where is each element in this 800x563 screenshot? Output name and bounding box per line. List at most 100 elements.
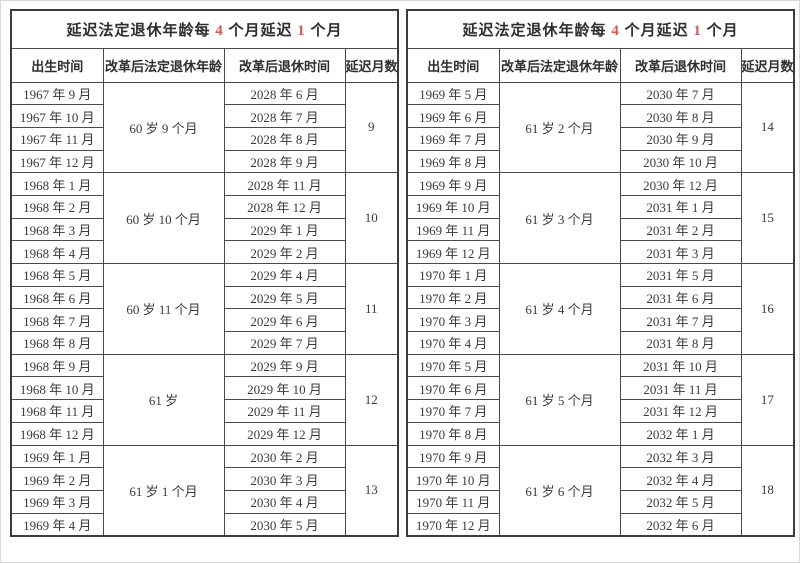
delay-months-cell: 15 — [740, 172, 795, 264]
retirement-month-cell: 2029 年 4 月 — [223, 263, 346, 287]
birth-month-cell: 1968 年 3 月 — [10, 217, 104, 242]
birth-month-cell: 1967 年 12 月 — [10, 149, 104, 174]
title-number-1: 1 — [297, 22, 306, 39]
table-row: 1969 年 4 月 2030 年 5 月 — [10, 512, 398, 537]
retirement-month-cell: 2028 年 8 月 — [223, 126, 346, 151]
table-row: 1969 年 8 月 2030 年 10 月 — [406, 149, 794, 174]
retirement-table-left: 延迟法定退休年龄每 4 个月延迟 1 个月 出生时间 改革后法定退休年龄 改革后… — [10, 9, 400, 537]
table-row: 1970 年 12 月 2032 年 6 月 — [406, 512, 794, 537]
birth-month-cell: 1968 年 2 月 — [10, 194, 104, 219]
col-header-birth-time: 出生时间 — [406, 47, 500, 83]
birth-month-cell: 1969 年 10 月 — [406, 194, 500, 219]
table-row: 1969 年 1 月 61 岁 1 个月 2030 年 2 月 13 — [10, 444, 399, 537]
table-title-row: 延迟法定退休年龄每 4 个月延迟 1 个月 — [406, 9, 795, 49]
retirement-month-cell: 2029 年 10 月 — [223, 376, 346, 401]
table-title: 延迟法定退休年龄每 4 个月延迟 1 个月 — [406, 9, 795, 49]
retirement-age-cell: 61 岁 3 个月 — [498, 172, 621, 264]
birth-month-cell: 1969 年 8 月 — [406, 149, 500, 174]
table-row: 1970 年 6 月 2031 年 11 月 — [406, 376, 794, 401]
retirement-month-cell: 2029 年 11 月 — [223, 399, 346, 423]
birth-month-cell: 1969 年 3 月 — [10, 489, 104, 514]
retirement-month-cell: 2032 年 5 月 — [619, 489, 742, 514]
retirement-age-cell: 61 岁 6 个月 — [498, 444, 621, 537]
table-title: 延迟法定退休年龄每 4 个月延迟 1 个月 — [10, 9, 399, 49]
col-header-delay-months: 延迟月数 — [740, 47, 795, 83]
title-text: 延迟法定退休年龄每 — [462, 22, 612, 39]
retirement-month-cell: 2029 年 12 月 — [223, 421, 346, 446]
retirement-month-cell: 2031 年 11 月 — [619, 376, 742, 401]
table-row: 1970 年 8 月 2032 年 1 月 — [406, 421, 794, 446]
birth-month-cell: 1970 年 7 月 — [406, 399, 500, 423]
column-header-row: 出生时间 改革后法定退休年龄 改革后退休时间 延迟月数 — [406, 47, 795, 83]
retirement-month-cell: 2030 年 8 月 — [619, 104, 742, 128]
table-row: 1968 年 12 月 2029 年 12 月 — [10, 421, 398, 446]
table-row: 1968 年 3 月 2029 年 1 月 — [10, 217, 398, 242]
retirement-month-cell: 2029 年 1 月 — [223, 217, 346, 242]
retirement-month-cell: 2031 年 7 月 — [619, 308, 742, 333]
birth-month-cell: 1968 年 8 月 — [10, 331, 104, 355]
table-row: 1968 年 6 月 2029 年 5 月 — [10, 285, 398, 310]
table-row: 1970 年 2 月 2031 年 6 月 — [406, 285, 794, 310]
table-row: 1970 年 3 月 2031 年 7 月 — [406, 308, 794, 333]
retirement-age-cell: 60 岁 9 个月 — [102, 81, 225, 174]
birth-month-cell: 1970 年 10 月 — [406, 467, 500, 491]
retirement-month-cell: 2031 年 2 月 — [619, 217, 742, 242]
retirement-month-cell: 2029 年 5 月 — [223, 285, 346, 310]
col-header-birth-time: 出生时间 — [10, 47, 104, 83]
birth-month-cell: 1970 年 11 月 — [406, 489, 500, 514]
delay-months-cell: 17 — [740, 353, 795, 446]
birth-month-cell: 1969 年 2 月 — [10, 467, 104, 491]
retirement-month-cell: 2032 年 4 月 — [619, 467, 742, 491]
birth-month-cell: 1970 年 2 月 — [406, 285, 500, 310]
table-row: 1970 年 5 月 61 岁 5 个月 2031 年 10 月 17 — [406, 353, 795, 446]
table-row: 1969 年 9 月 61 岁 3 个月 2030 年 12 月 15 — [406, 172, 795, 264]
birth-month-cell: 1968 年 9 月 — [10, 353, 104, 378]
retirement-month-cell: 2029 年 7 月 — [223, 331, 346, 355]
delay-months-cell: 12 — [344, 353, 399, 446]
birth-month-cell: 1969 年 5 月 — [406, 81, 500, 106]
table-row: 1969 年 7 月 2030 年 9 月 — [406, 126, 794, 151]
birth-month-cell: 1967 年 9 月 — [10, 81, 104, 106]
table-row: 1968 年 4 月 2029 年 2 月 — [10, 240, 398, 264]
retirement-month-cell: 2029 年 9 月 — [223, 353, 346, 378]
birth-month-cell: 1968 年 7 月 — [10, 308, 104, 333]
birth-month-cell: 1969 年 7 月 — [406, 126, 500, 151]
table-row: 1969 年 2 月 2030 年 3 月 — [10, 467, 398, 491]
retirement-table-right: 延迟法定退休年龄每 4 个月延迟 1 个月 出生时间 改革后法定退休年龄 改革后… — [406, 9, 796, 537]
retirement-month-cell: 2029 年 2 月 — [223, 240, 346, 264]
delay-months-cell: 11 — [344, 263, 399, 355]
birth-month-cell: 1970 年 12 月 — [406, 512, 500, 537]
title-number-4: 4 — [215, 22, 224, 39]
title-text: 延迟法定退休年龄每 — [66, 22, 216, 39]
table-row: 1968 年 5 月 60 岁 11 个月 2029 年 4 月 11 — [10, 263, 399, 355]
birth-month-cell: 1969 年 1 月 — [10, 444, 104, 469]
retirement-month-cell: 2030 年 7 月 — [619, 81, 742, 106]
birth-month-cell: 1970 年 3 月 — [406, 308, 500, 333]
retirement-age-cell: 60 岁 11 个月 — [102, 263, 225, 355]
col-header-statutory-retirement-age: 改革后法定退休年龄 — [498, 47, 621, 83]
title-number-4: 4 — [611, 22, 620, 39]
table-row: 1969 年 11 月 2031 年 2 月 — [406, 217, 794, 242]
table-row: 1968 年 8 月 2029 年 7 月 — [10, 331, 398, 355]
table-row: 1970 年 1 月 61 岁 4 个月 2031 年 5 月 16 — [406, 263, 795, 355]
title-number-1: 1 — [693, 22, 702, 39]
retirement-month-cell: 2028 年 11 月 — [223, 172, 346, 196]
retirement-month-cell: 2031 年 6 月 — [619, 285, 742, 310]
retirement-month-cell: 2031 年 3 月 — [619, 240, 742, 264]
delay-months-cell: 13 — [344, 444, 399, 537]
retirement-age-cell: 61 岁 2 个月 — [498, 81, 621, 174]
col-header-delay-months: 延迟月数 — [344, 47, 399, 83]
title-text: 个月 — [305, 22, 343, 39]
retirement-age-cell: 61 岁 4 个月 — [498, 263, 621, 355]
retirement-month-cell: 2032 年 3 月 — [619, 444, 742, 469]
table-row: 1970 年 9 月 61 岁 6 个月 2032 年 3 月 18 — [406, 444, 795, 537]
column-header-row: 出生时间 改革后法定退休年龄 改革后退休时间 延迟月数 — [10, 47, 399, 83]
birth-month-cell: 1970 年 5 月 — [406, 353, 500, 378]
retirement-month-cell: 2030 年 12 月 — [619, 172, 742, 196]
retirement-month-cell: 2028 年 9 月 — [223, 149, 346, 174]
table-row: 1968 年 1 月 60 岁 10 个月 2028 年 11 月 10 — [10, 172, 399, 264]
retirement-month-cell: 2030 年 10 月 — [619, 149, 742, 174]
retirement-month-cell: 2030 年 5 月 — [223, 512, 346, 537]
